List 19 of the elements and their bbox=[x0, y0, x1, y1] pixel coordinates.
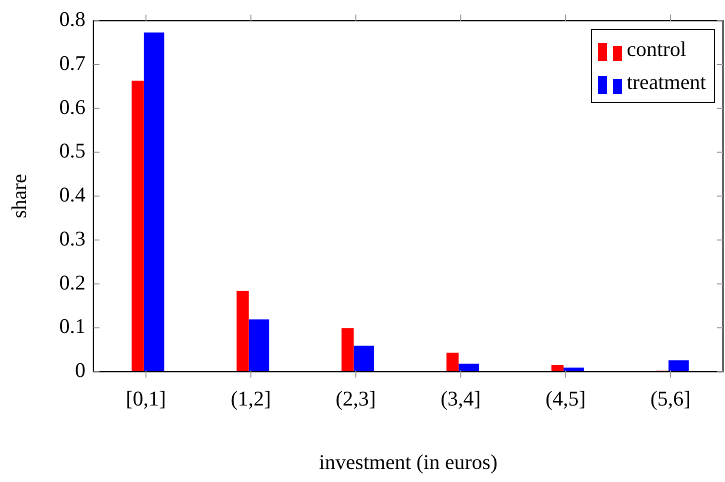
x-tick-label: (3,4] bbox=[440, 386, 481, 411]
y-tick-label: 0 bbox=[74, 358, 86, 382]
y-axis-title: share bbox=[7, 174, 32, 218]
y-tick-label: 0.4 bbox=[59, 182, 86, 207]
legend-label: control bbox=[626, 36, 686, 62]
y-tick-label: 0.7 bbox=[59, 50, 86, 75]
legend-label: treatment bbox=[626, 70, 706, 95]
y-tick-label: 0.2 bbox=[59, 270, 86, 294]
x-tick-label: [0,1] bbox=[126, 386, 166, 411]
y-tick-label: 0.5 bbox=[59, 138, 86, 163]
y-tick-label: 0.1 bbox=[59, 314, 86, 338]
y-tick-label: 0.8 bbox=[59, 7, 86, 32]
x-tick-label: (5,6] bbox=[650, 386, 691, 411]
y-tick-label: 0.6 bbox=[59, 94, 86, 119]
x-tick-label: (2,3] bbox=[336, 386, 376, 411]
x-tick-label: (1,2] bbox=[230, 386, 271, 411]
y-tick-label: 0.3 bbox=[59, 226, 86, 250]
x-axis-title: investment (in euros) bbox=[318, 450, 498, 474]
x-tick-label: (4,5] bbox=[545, 386, 586, 411]
